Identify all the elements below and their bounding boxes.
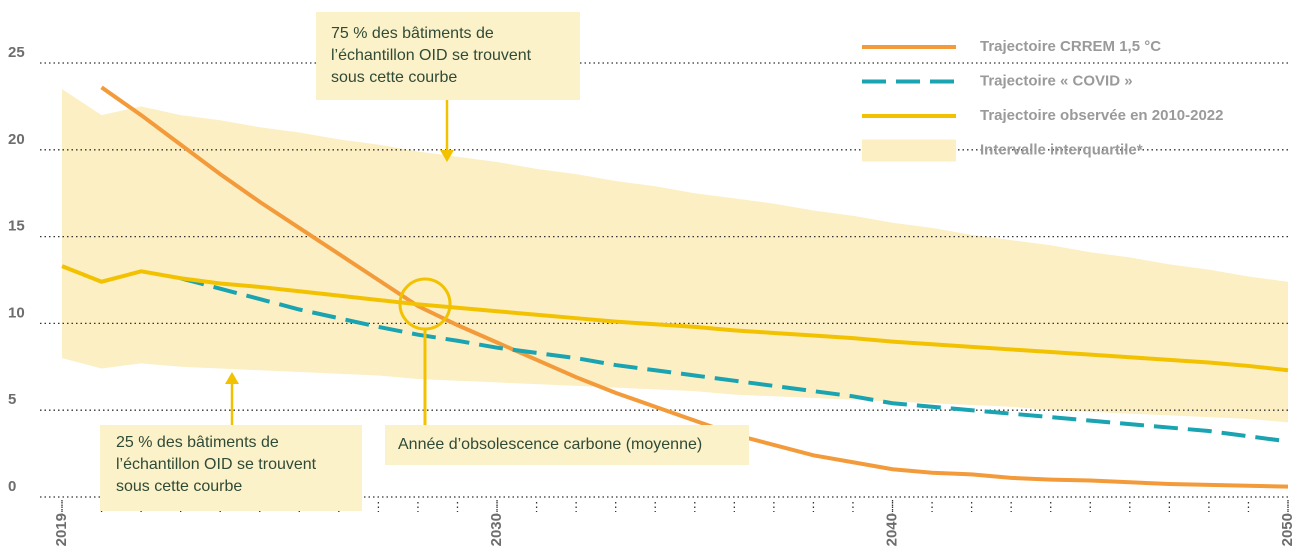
interquartile-band (62, 89, 1288, 423)
series-line (180, 276, 1289, 444)
legend-label: Trajectoire CRREM 1,5 °C (980, 38, 1161, 55)
x-tick-label: 2019 (53, 513, 70, 546)
y-tick-label: 10 (8, 304, 25, 321)
y-tick-label: 5 (8, 391, 16, 408)
series-line (61, 264, 1289, 373)
annotation-text: 25 % des bâtiments de (116, 434, 279, 451)
annotation-box (100, 425, 362, 511)
legend-label: Trajectoire observée en 2010-2022 (980, 107, 1224, 124)
annotation-text: 75 % des bâtiments de (331, 25, 494, 42)
arrow-head (225, 372, 239, 384)
series-line (100, 85, 1289, 489)
legend-label: Intervalle interquartile* (980, 141, 1143, 158)
x-tick-label: 2030 (488, 513, 505, 546)
y-tick-label: 25 (8, 44, 25, 61)
annotation-text: sous cette courbe (331, 69, 457, 86)
x-tick-label: 2040 (883, 513, 900, 546)
annotation-text: Année d’obsolescence carbone (moyenne) (398, 436, 702, 453)
annotation-text: sous cette courbe (116, 478, 242, 495)
annotation-text: l’échantillon OID se trouvent (331, 47, 532, 64)
y-tick-label: 20 (8, 131, 25, 148)
legend-swatch (862, 139, 956, 162)
annotation-text: l’échantillon OID se trouvent (116, 456, 317, 473)
x-tick-label: 2050 (1279, 513, 1296, 546)
band-layer (62, 89, 1288, 423)
annotation-box (316, 12, 580, 100)
arrow-head (440, 150, 454, 162)
annotation-box (385, 425, 749, 465)
line-layer (61, 85, 1289, 489)
legend-label: Trajectoire « COVID » (980, 72, 1133, 89)
y-tick-label: 0 (8, 478, 16, 495)
y-tick-label: 15 (8, 218, 25, 235)
annotation-layer: 75 % des bâtiments de l’échantillon OID s… (100, 12, 749, 511)
